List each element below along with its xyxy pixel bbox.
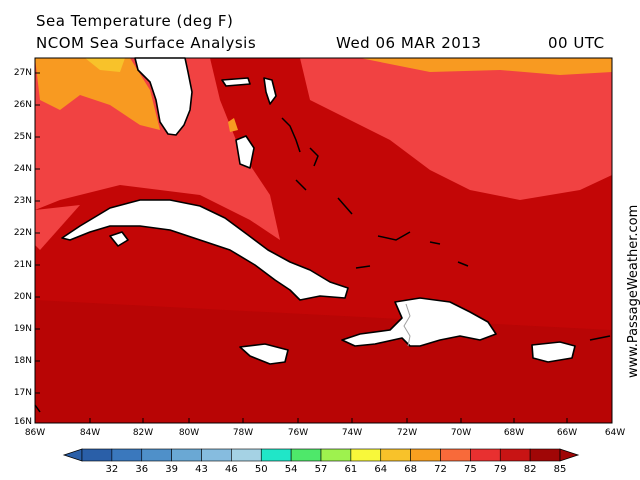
site-credit: www.PassageWeather.com xyxy=(626,204,640,378)
lat-label-26n: 26N xyxy=(13,100,32,110)
lat-label-16n: 16N xyxy=(13,417,32,427)
colorbar-label: 61 xyxy=(344,464,358,475)
lon-label-82w: 82W xyxy=(132,428,154,438)
sea-cool-zone-north-atlantic xyxy=(360,58,612,75)
lon-label-80w: 80W xyxy=(178,428,200,438)
sea-coolest-zone xyxy=(85,58,125,72)
colorbar-swatch xyxy=(141,448,172,462)
turks-islands xyxy=(457,261,469,267)
colorbar-label: 82 xyxy=(523,464,537,475)
colorbar-swatch xyxy=(111,448,143,462)
lon-label-74w: 74W xyxy=(341,428,363,438)
map-frame xyxy=(34,57,613,424)
lon-label-72w: 72W xyxy=(396,428,418,438)
lat-label-23n: 23N xyxy=(13,196,32,206)
analysis-date: Wed 06 MAR 2013 xyxy=(336,34,482,52)
colorbar-label: 50 xyxy=(254,464,268,475)
map-title: Sea Temperature (deg F) xyxy=(36,12,234,30)
longitude-ticks xyxy=(89,418,568,423)
colorbar-swatch xyxy=(410,448,441,462)
colorbar-swatch xyxy=(440,448,471,462)
colorbar-label: 68 xyxy=(404,464,417,475)
florida-landmass xyxy=(134,57,193,136)
colorbar-swatch xyxy=(470,448,501,462)
lon-label-66w: 66W xyxy=(556,428,578,438)
colorbar-label: 43 xyxy=(195,464,208,475)
lon-label-64w: 64W xyxy=(604,428,626,438)
colorbar-label: 75 xyxy=(464,464,477,475)
lat-label-19n: 19N xyxy=(13,324,32,334)
sea-warm-zone-yucatan xyxy=(35,205,80,250)
hispaniola-landmass xyxy=(341,297,497,347)
lon-label-68w: 68W xyxy=(503,428,525,438)
colorbar-arrow-high xyxy=(559,448,580,462)
colorbar-swatch xyxy=(380,448,411,462)
colorbar-swatch xyxy=(529,448,561,462)
colorbar-label: 64 xyxy=(374,464,388,475)
honduras-coast xyxy=(34,404,41,413)
colorbar-label: 57 xyxy=(314,464,328,475)
colorbar-arrow-low xyxy=(62,448,83,462)
lat-label-27n: 27N xyxy=(13,68,32,78)
great-inagua-island xyxy=(355,265,371,269)
colorbar-label: 85 xyxy=(553,464,567,475)
eleuthera-island xyxy=(281,117,301,153)
colorbar-label: 32 xyxy=(105,464,119,475)
colorbar-swatch xyxy=(350,448,382,462)
sea-cool-spot-bahamas xyxy=(228,118,238,132)
cuba-landmass xyxy=(61,199,349,301)
colorbar-swatch xyxy=(499,448,531,462)
lat-label-24n: 24N xyxy=(13,164,32,174)
latitude-ticks xyxy=(35,72,40,394)
colorbar-swatch xyxy=(290,448,322,462)
cat-island xyxy=(309,147,319,167)
jamaica-landmass xyxy=(239,343,289,365)
lat-label-17n: 17N xyxy=(13,388,32,398)
colorbar-swatch xyxy=(81,448,113,462)
lon-label-84w: 84W xyxy=(79,428,101,438)
isla-de-juventud xyxy=(109,231,129,247)
lon-label-86w: 86W xyxy=(24,428,46,438)
colorbar-label: 79 xyxy=(493,464,507,475)
haiti-dr-border xyxy=(403,303,411,347)
grand-bahama-island xyxy=(221,77,251,87)
colorbar-swatch xyxy=(231,448,262,462)
colorbar-swatch xyxy=(260,448,292,462)
lon-label-76w: 76W xyxy=(287,428,309,438)
lon-label-70w: 70W xyxy=(450,428,472,438)
sea-cool-zone-gulf xyxy=(35,58,160,130)
colorbar-label: 54 xyxy=(284,464,298,475)
colorbar-label: 39 xyxy=(165,464,178,475)
virgin-islands xyxy=(589,335,611,341)
lat-label-25n: 25N xyxy=(13,132,32,142)
temperature-colorbar xyxy=(62,448,580,462)
long-island xyxy=(337,197,353,215)
sea-warm-zone-florida xyxy=(35,58,280,240)
sea-warm-zone-atlantic xyxy=(300,58,612,200)
lat-label-18n: 18N xyxy=(13,356,32,366)
colorbar-label: 36 xyxy=(135,464,149,475)
puerto-rico-landmass xyxy=(531,341,576,363)
exuma-cays xyxy=(295,179,307,191)
andros-island xyxy=(235,135,255,169)
colorbar-swatch xyxy=(171,448,202,462)
caicos-islands xyxy=(429,241,441,245)
lon-label-78w: 78W xyxy=(232,428,254,438)
colorbar-label: 72 xyxy=(434,464,447,475)
lat-label-20n: 20N xyxy=(13,292,32,302)
lat-label-22n: 22N xyxy=(13,228,32,238)
analysis-time: 00 UTC xyxy=(548,34,605,52)
map-subtitle: NCOM Sea Surface Analysis xyxy=(36,34,257,52)
acklins-island xyxy=(377,231,411,241)
colorbar-swatch xyxy=(201,448,232,462)
lat-label-21n: 21N xyxy=(13,260,32,270)
colorbar-label: 46 xyxy=(225,464,238,475)
colorbar-swatch xyxy=(320,448,352,462)
great-abaco-island xyxy=(263,77,277,105)
